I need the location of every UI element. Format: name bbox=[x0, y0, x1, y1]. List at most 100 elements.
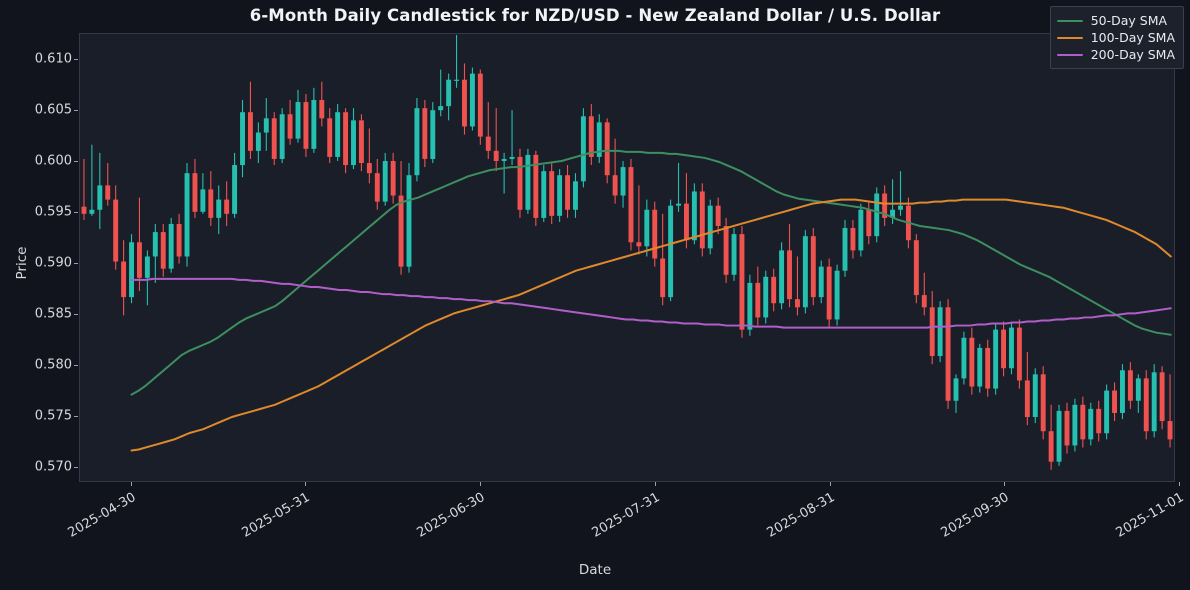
y-tick-label: 0.605 bbox=[34, 102, 72, 118]
y-tick-label: 0.600 bbox=[34, 153, 72, 169]
legend-label: 100-Day SMA bbox=[1090, 30, 1175, 45]
y-tick-mark bbox=[74, 160, 78, 162]
candle-body bbox=[446, 79, 452, 107]
candle-body bbox=[351, 120, 356, 166]
candle-body bbox=[810, 236, 816, 298]
candle-body bbox=[1072, 404, 1078, 446]
y-tick-label: 0.575 bbox=[34, 408, 72, 424]
x-tick-label: 2025-07-31 bbox=[589, 490, 663, 541]
candle-body bbox=[580, 116, 586, 182]
x-tick-mark bbox=[829, 482, 831, 486]
candle-body bbox=[462, 79, 467, 127]
candle-body bbox=[176, 223, 182, 257]
candle-body bbox=[335, 112, 341, 157]
candle-body bbox=[723, 226, 729, 275]
candle-body bbox=[565, 175, 571, 210]
candle-body bbox=[755, 282, 761, 318]
candle-body bbox=[628, 167, 634, 243]
legend-item[interactable]: 200-Day SMA bbox=[1056, 46, 1175, 63]
y-tick-mark bbox=[74, 466, 78, 468]
candle-body bbox=[358, 120, 364, 164]
candle-body bbox=[1096, 408, 1102, 434]
candle-body bbox=[985, 347, 991, 389]
candle-body bbox=[168, 223, 174, 269]
candle-body bbox=[557, 175, 563, 216]
y-tick-label: 0.595 bbox=[34, 204, 72, 220]
chart-legend: 50-Day SMA 100-Day SMA 200-Day SMA bbox=[1049, 6, 1184, 69]
candle-body bbox=[668, 205, 674, 298]
y-tick-mark bbox=[74, 58, 78, 60]
candle-body bbox=[422, 108, 428, 159]
candle-body bbox=[81, 206, 87, 214]
candle-body bbox=[1001, 329, 1007, 369]
candle-body bbox=[160, 232, 166, 269]
candle-body bbox=[1056, 410, 1062, 462]
candle-body bbox=[1040, 374, 1046, 432]
candle-body bbox=[802, 236, 808, 308]
y-tick-mark bbox=[74, 211, 78, 213]
candle-body bbox=[1016, 327, 1022, 381]
candle-body bbox=[1080, 404, 1086, 440]
candle-body bbox=[327, 118, 333, 157]
candle-body bbox=[517, 156, 523, 210]
y-tick-label: 0.590 bbox=[34, 255, 72, 271]
candle-body bbox=[136, 242, 142, 278]
legend-item[interactable]: 100-Day SMA bbox=[1056, 29, 1175, 46]
candle-body bbox=[1167, 421, 1173, 440]
candle-body bbox=[636, 242, 642, 247]
x-tick-mark bbox=[654, 482, 656, 486]
legend-label: 200-Day SMA bbox=[1090, 47, 1175, 62]
candle-body bbox=[604, 122, 610, 176]
candle-body bbox=[763, 276, 769, 318]
legend-label: 50-Day SMA bbox=[1090, 13, 1168, 28]
candle-body bbox=[414, 108, 420, 176]
candle-body bbox=[842, 228, 848, 271]
legend-item[interactable]: 50-Day SMA bbox=[1056, 12, 1175, 29]
candle-body bbox=[398, 195, 404, 267]
y-tick-mark bbox=[74, 415, 78, 417]
candle-body bbox=[707, 205, 713, 249]
x-tick-label: 2025-05-31 bbox=[239, 490, 313, 541]
candle-body bbox=[858, 209, 864, 251]
candle-body bbox=[192, 173, 198, 212]
candle-body bbox=[977, 347, 983, 387]
candle-body bbox=[787, 250, 792, 300]
candle-body bbox=[1127, 370, 1133, 401]
candle-body bbox=[319, 100, 325, 119]
candle-body bbox=[279, 114, 285, 159]
y-tick-label: 0.570 bbox=[34, 459, 72, 475]
candle-body bbox=[525, 154, 531, 210]
candle-body bbox=[224, 199, 230, 214]
candle-body bbox=[144, 256, 150, 278]
candle-body bbox=[493, 150, 499, 161]
candle-body bbox=[541, 171, 547, 218]
candle-body bbox=[295, 102, 301, 139]
legend-line-swatch bbox=[1056, 19, 1083, 22]
candle-body bbox=[469, 73, 475, 127]
candle-body bbox=[430, 110, 436, 159]
candle-body bbox=[105, 185, 111, 200]
candle-body bbox=[691, 191, 697, 241]
candle-body bbox=[200, 189, 206, 212]
candle-body bbox=[929, 307, 935, 357]
candle-body bbox=[485, 136, 491, 151]
candle-body bbox=[747, 282, 753, 330]
legend-line-swatch bbox=[1056, 53, 1083, 56]
candle-body bbox=[937, 307, 943, 357]
candle-body bbox=[1024, 380, 1030, 417]
candle-body bbox=[152, 232, 158, 257]
candle-body bbox=[501, 158, 507, 161]
candle-body bbox=[184, 173, 190, 257]
candle-body bbox=[1159, 372, 1165, 422]
candle-body bbox=[533, 154, 539, 218]
y-tick-mark bbox=[74, 313, 78, 315]
candle-body bbox=[620, 167, 626, 196]
candle-body bbox=[1009, 327, 1014, 369]
candle-body bbox=[890, 209, 896, 218]
candle-body bbox=[596, 122, 602, 157]
candle-body bbox=[1151, 372, 1157, 432]
candle-body bbox=[660, 258, 666, 298]
candle-body bbox=[739, 234, 745, 330]
candle-body bbox=[913, 240, 919, 296]
